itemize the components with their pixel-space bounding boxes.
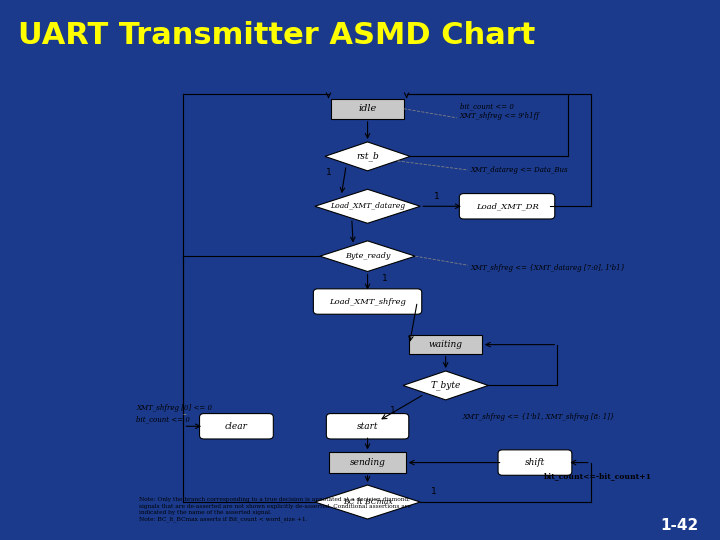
Text: 1: 1: [431, 487, 437, 496]
FancyBboxPatch shape: [331, 98, 404, 119]
Text: sending: sending: [350, 458, 385, 467]
Text: Byte_ready: Byte_ready: [345, 252, 390, 260]
Text: Load_XMT_datareg: Load_XMT_datareg: [330, 202, 405, 210]
FancyBboxPatch shape: [199, 414, 274, 439]
FancyBboxPatch shape: [459, 193, 555, 219]
Text: waiting: waiting: [428, 340, 463, 349]
Text: 1-42: 1-42: [660, 518, 698, 533]
Polygon shape: [315, 485, 420, 519]
FancyBboxPatch shape: [313, 289, 422, 314]
Text: idle: idle: [359, 104, 377, 113]
Text: 1: 1: [434, 192, 440, 201]
Text: start: start: [357, 422, 378, 431]
Text: 1: 1: [325, 167, 331, 177]
Text: 1: 1: [382, 274, 387, 282]
Polygon shape: [325, 142, 410, 171]
Text: 1: 1: [390, 406, 395, 415]
FancyBboxPatch shape: [330, 453, 405, 473]
Text: T_byte: T_byte: [431, 381, 461, 390]
Text: XMT_shfreg <= {1'b1, XMT_shfreg [8: 1]}: XMT_shfreg <= {1'b1, XMT_shfreg [8: 1]}: [462, 413, 615, 421]
Text: shift: shift: [525, 458, 545, 467]
Text: XMT_shfreg <= {XMT_datareg [7:0], 1'b1}: XMT_shfreg <= {XMT_datareg [7:0], 1'b1}: [471, 264, 626, 272]
Polygon shape: [403, 371, 488, 400]
Text: BC lt BCmax: BC lt BCmax: [343, 498, 392, 506]
FancyBboxPatch shape: [326, 414, 409, 439]
Text: Load_XMT_DR: Load_XMT_DR: [476, 202, 539, 210]
Polygon shape: [315, 190, 420, 224]
Text: XMT_shfreg [0] <= 0: XMT_shfreg [0] <= 0: [136, 404, 212, 412]
Text: bit_count<=-bit_count+1: bit_count<=-bit_count+1: [544, 472, 652, 480]
Text: Load_XMT_shfreg: Load_XMT_shfreg: [329, 298, 406, 306]
Text: Note: Only the branch corresponding to a true decision is annotated at a decisio: Note: Only the branch corresponding to a…: [139, 497, 411, 522]
FancyBboxPatch shape: [498, 450, 572, 475]
Text: clear: clear: [225, 422, 248, 431]
Text: UART Transmitter ASMD Chart: UART Transmitter ASMD Chart: [18, 21, 536, 50]
Text: XMT_datareg <= Data_Bus: XMT_datareg <= Data_Bus: [471, 166, 568, 174]
Text: bit_count <= 0
XMT_shfreg <= 9'h1ff: bit_count <= 0 XMT_shfreg <= 9'h1ff: [459, 102, 539, 120]
Text: rst_b: rst_b: [356, 152, 379, 161]
Polygon shape: [320, 241, 415, 272]
Text: bit_count <= 0: bit_count <= 0: [136, 415, 190, 423]
FancyBboxPatch shape: [410, 335, 482, 354]
